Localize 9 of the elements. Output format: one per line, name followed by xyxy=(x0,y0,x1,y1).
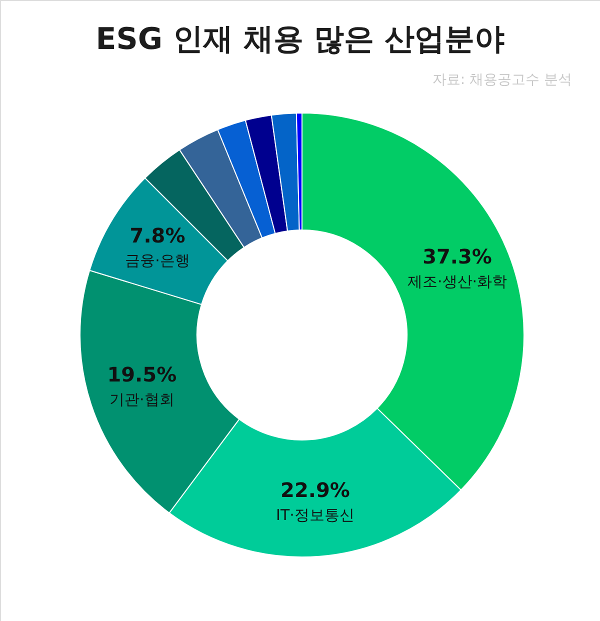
data-label: 37.3% xyxy=(422,244,492,269)
slice-label: 기관·협회 xyxy=(110,390,174,409)
slice-label: 제조·생산·화학 xyxy=(407,272,508,291)
data-label: 7.8% xyxy=(130,223,186,248)
chart-title: ESG 인재 채용 많은 산업분야 xyxy=(96,22,504,57)
slice-label: 금융·은행 xyxy=(125,251,190,270)
data-label: 19.5% xyxy=(107,362,177,387)
data-label: 22.9% xyxy=(280,478,350,502)
slice-label: IT·정보통신 xyxy=(276,506,354,524)
